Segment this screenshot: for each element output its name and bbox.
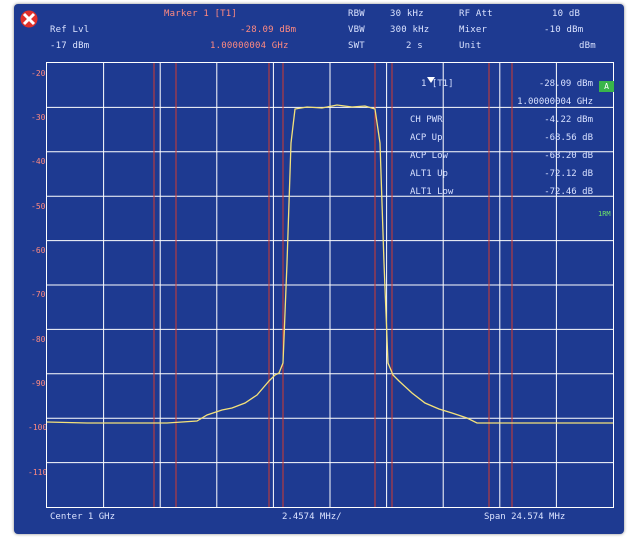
vbw-label: VBW: [348, 25, 365, 35]
y-tick-label: -100: [28, 423, 48, 432]
rf-att-label: RF Att: [459, 9, 493, 19]
spectrum-plot-canvas: [47, 63, 613, 507]
ch-pwr-label: CH PWR: [410, 115, 443, 125]
division-width: 2.4574 MHz/: [282, 512, 342, 522]
alt1-low-label: ALT1 Low: [410, 187, 454, 197]
unit-value: dBm: [579, 41, 596, 51]
vbw-value: 300 kHz: [390, 25, 430, 35]
unit-label: Unit: [459, 41, 482, 51]
swt-label: SWT: [348, 41, 365, 51]
center-frequency: Center 1 GHz: [50, 512, 116, 522]
y-tick-label: -30: [31, 113, 46, 122]
y-tick-label: -60: [31, 246, 46, 255]
alt1-low-value: -72.46 dB: [544, 187, 593, 197]
acp-low-value: -68.20 dB: [544, 151, 593, 161]
marker-panel-freq: 1.00000004 GHz: [517, 97, 593, 107]
y-tick-label: -90: [31, 379, 46, 388]
span-value: Span 24.574 MHz: [484, 512, 566, 522]
ref-lvl-label: Ref Lvl: [50, 25, 90, 35]
rbw-value: 30 kHz: [390, 9, 424, 19]
rohde-schwarz-logo-icon: [20, 10, 38, 28]
acp-low-label: ACP Low: [410, 151, 448, 161]
plot-grid: [47, 63, 613, 507]
rf-att-value: 10 dB: [552, 9, 581, 19]
analyzer-screen: Marker 1 [T1] RBW 30 kHz RF Att 10 dB Re…: [14, 4, 624, 534]
marker-triangle-icon: [427, 77, 435, 83]
mixer-value: -10 dBm: [544, 25, 584, 35]
acp-up-label: ACP Up: [410, 133, 443, 143]
alt1-up-label: ALT1 Up: [410, 169, 448, 179]
channel-lines: [153, 63, 513, 507]
trace-badge[interactable]: A: [599, 81, 614, 92]
trace-mode-label: 1RM: [598, 210, 611, 218]
rbw-label: RBW: [348, 9, 365, 19]
y-tick-label: -40: [31, 157, 46, 166]
mixer-label: Mixer: [459, 25, 488, 35]
swt-value: 2 s: [406, 41, 423, 51]
y-tick-label: -70: [31, 290, 46, 299]
marker-level: -28.09 dBm: [240, 25, 297, 35]
spectrum-trace: [47, 104, 613, 424]
ref-lvl-value: -17 dBm: [50, 41, 90, 51]
y-tick-label: -50: [31, 202, 46, 211]
y-tick-label: -80: [31, 335, 46, 344]
marker-panel-title: 1 [T1]: [421, 79, 454, 89]
y-tick-label: -110: [28, 468, 48, 477]
marker-frequency: 1.00000004 GHz: [210, 41, 289, 51]
acp-up-value: -68.56 dB: [544, 133, 593, 143]
spectrum-plot[interactable]: [46, 62, 614, 508]
y-tick-label: -20: [31, 69, 46, 78]
ch-pwr-value: -4.22 dBm: [544, 115, 593, 125]
marker-label: Marker 1 [T1]: [164, 9, 238, 19]
marker-panel-level: -28.09 dBm: [538, 79, 593, 89]
alt1-up-value: -72.12 dB: [544, 169, 593, 179]
